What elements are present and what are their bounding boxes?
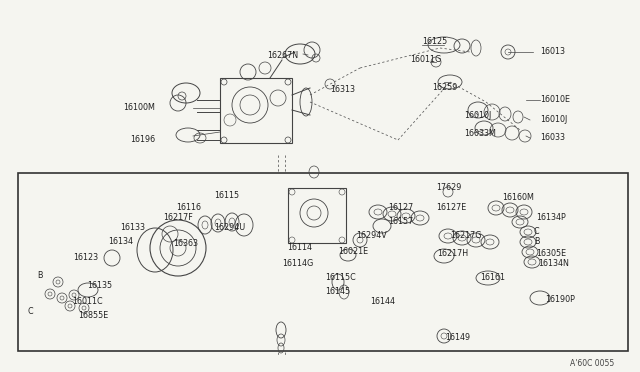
Text: 16114: 16114 [287, 244, 312, 253]
Text: 16013: 16013 [540, 48, 565, 57]
Text: 16217G: 16217G [450, 231, 481, 241]
Text: A'60C 0055: A'60C 0055 [570, 359, 614, 368]
Text: 16010J: 16010J [464, 110, 492, 119]
Text: 16100M: 16100M [123, 103, 155, 112]
Text: 16134: 16134 [108, 237, 133, 247]
Text: 16133: 16133 [120, 224, 145, 232]
Text: 16217H: 16217H [437, 250, 468, 259]
Text: 16123: 16123 [73, 253, 98, 263]
Text: 16127E: 16127E [436, 203, 467, 212]
Text: 16305E: 16305E [536, 248, 566, 257]
Text: 16033: 16033 [540, 134, 565, 142]
Text: 16010E: 16010E [540, 96, 570, 105]
Text: 16135: 16135 [87, 282, 112, 291]
Text: 16125: 16125 [422, 38, 447, 46]
Bar [220, 78, 292, 143]
Text: 16259: 16259 [432, 83, 458, 93]
Text: 16116: 16116 [176, 202, 201, 212]
Text: 16157: 16157 [388, 218, 413, 227]
Text: 16127: 16127 [388, 203, 413, 212]
Text: 16363: 16363 [173, 240, 198, 248]
Text: 16145: 16145 [325, 288, 350, 296]
Text: 16115C: 16115C [325, 273, 356, 282]
Text: 16021E: 16021E [338, 247, 368, 257]
Text: 16190P: 16190P [545, 295, 575, 305]
Text: 16161: 16161 [480, 273, 505, 282]
Text: 16134P: 16134P [536, 214, 566, 222]
Bar [18, 173, 628, 351]
Text: 16160M: 16160M [502, 192, 534, 202]
Text: 16010J: 16010J [540, 115, 567, 125]
Text: 16217F: 16217F [163, 214, 193, 222]
Text: 16114G: 16114G [282, 260, 313, 269]
Text: 16149: 16149 [445, 334, 470, 343]
Text: 16011C: 16011C [72, 298, 102, 307]
Text: 16267N: 16267N [267, 51, 298, 60]
Text: 16196: 16196 [130, 135, 155, 144]
Text: 16115: 16115 [214, 190, 239, 199]
Text: B: B [37, 270, 42, 279]
Text: 16855E: 16855E [78, 311, 108, 321]
Text: C: C [534, 227, 540, 235]
Text: 16294V: 16294V [356, 231, 387, 241]
Text: 16144: 16144 [370, 298, 395, 307]
Bar [288, 188, 346, 243]
Text: 16033M: 16033M [464, 128, 496, 138]
Text: C: C [27, 308, 33, 317]
Text: 16011G: 16011G [410, 55, 441, 64]
Text: B: B [534, 237, 540, 247]
Text: 17629: 17629 [436, 183, 461, 192]
Text: 16313: 16313 [330, 86, 355, 94]
Text: 16134N: 16134N [538, 260, 569, 269]
Text: 16294U: 16294U [214, 224, 245, 232]
